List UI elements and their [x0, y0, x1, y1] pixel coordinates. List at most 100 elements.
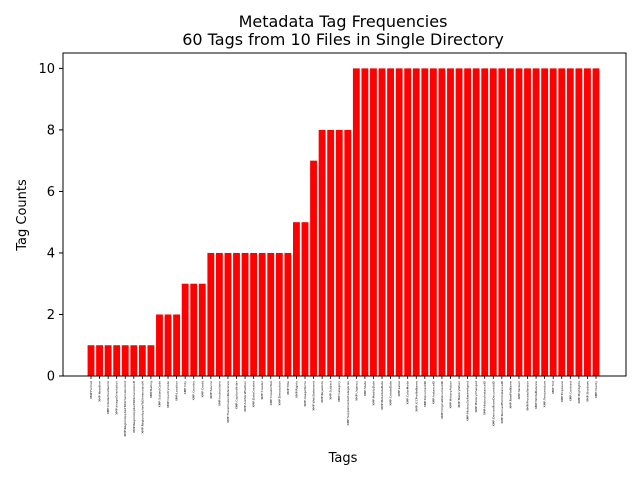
x-tick-label-28: XMP:Subject [329, 380, 333, 400]
bar-26 [310, 160, 317, 376]
bar-22 [275, 252, 283, 376]
x-tick-label-10: XMP:Location [175, 381, 179, 401]
x-tick-label-34: XMP:MetadataDate [380, 381, 384, 410]
bar-19 [250, 252, 258, 376]
bar-46 [481, 68, 489, 376]
x-tick-label-5: XMP:RegionAppliedToDimensionsH [132, 381, 136, 433]
x-tick-label-35: XMP:CreateDate [389, 381, 393, 406]
bar-50 [515, 68, 523, 376]
bar-8 [156, 314, 163, 376]
bar-5 [130, 345, 138, 376]
bar-59 [592, 68, 600, 376]
bar-9 [164, 314, 172, 376]
bar-13 [198, 283, 206, 376]
x-tick-label-57: XMP:Highlights [577, 381, 581, 404]
x-tick-label-50: XMP:Version [517, 381, 521, 400]
x-tick-label-43: XMP:HistoryWhen [457, 381, 461, 408]
x-tick-label-37: XMP:ColorMode [406, 381, 410, 405]
bar-35 [387, 68, 394, 376]
x-tick-label-26: XMP:WebStatement [312, 380, 316, 411]
bar-1 [96, 345, 103, 376]
x-tick-label-4: XMP:RegionAppliedToDimensionsUnit [123, 380, 127, 437]
x-tick-label-15: XMP:Instructions [217, 381, 221, 407]
bar-17 [233, 252, 240, 376]
bar-7 [147, 345, 155, 376]
x-tick-label-51: XMP:ProcessVersion [526, 381, 530, 411]
x-tick-label-27: XMP:Keywords [320, 381, 324, 403]
x-tick-label-36: XMP:Label [397, 381, 401, 397]
x-tick-label-41: XMP:OriginalDocumentID [440, 380, 444, 419]
x-tick-label-55: XMP:Exposure [560, 381, 564, 403]
x-tick-label-20: XMP:Creator [260, 380, 264, 399]
bar-43 [455, 68, 463, 376]
x-tick-label-49: XMP:RawFileName [508, 381, 512, 409]
bar-31 [352, 68, 360, 376]
bar-11 [181, 283, 189, 376]
x-tick-label-38: XMP:ICCProfileName [414, 381, 418, 412]
bar-53 [541, 68, 549, 376]
bar-52 [532, 68, 540, 376]
x-tick-label-0: XMP:Format [89, 380, 93, 399]
x-tick-label-45: XMP:HistoryChanged [474, 381, 478, 413]
x-tick-label-44: XMP:HistorySoftwareAgent [466, 380, 470, 421]
y-tick-label-0: 0 [47, 370, 55, 385]
bar-37 [404, 68, 412, 376]
bar-33 [370, 68, 377, 376]
bar-27 [318, 129, 326, 376]
x-tick-label-54: XMP:Tint [551, 380, 555, 394]
bar-38 [412, 68, 420, 376]
bar-6 [138, 345, 146, 376]
y-tick-label-3: 6 [47, 185, 55, 200]
bar-4 [121, 345, 129, 376]
bar-20 [258, 252, 266, 376]
x-tick-label-29: XMP:Category [337, 381, 341, 402]
x-tick-label-42: XMP:HistoryAction [448, 381, 452, 409]
x-tick-label-31: XMP:Urgency [354, 381, 358, 401]
x-tick-label-30: XMP:SupplementalCategories [346, 381, 350, 426]
bar-41 [438, 68, 446, 376]
x-tick-label-22: XMP:Description [277, 381, 281, 406]
x-tick-label-56: XMP:Contrast [568, 380, 572, 401]
x-tick-label-21: XMP:CreatorTool [269, 381, 273, 406]
y-tick-label-1: 2 [47, 308, 55, 323]
y-tick-label-5: 10 [38, 62, 55, 77]
x-tick-label-7: XMP:Rating [149, 381, 153, 398]
bar-56 [566, 68, 574, 376]
bar-0 [87, 345, 95, 376]
x-tick-label-47: XMP:DerivedFromDocumentID [491, 380, 495, 426]
bar-32 [361, 68, 369, 376]
bar-48 [498, 68, 506, 376]
bar-2 [104, 345, 112, 376]
bar-16 [224, 252, 232, 376]
bar-25 [301, 222, 309, 376]
chart-subtitle: 60 Tags from 10 Files in Single Director… [182, 30, 504, 49]
bar-12 [190, 283, 198, 376]
x-tick-label-53: XMP:Temperature [543, 381, 547, 408]
x-tick-label-9: XMP:CountryCode [166, 381, 170, 408]
x-tick-label-32: XMP:State [363, 381, 367, 397]
bar-47 [489, 68, 497, 376]
x-tick-label-39: XMP:DocumentID [423, 380, 427, 407]
bar-54 [549, 68, 557, 376]
y-axis: 0 2 4 6 8 10 [38, 62, 63, 385]
x-tick-label-48: XMP:DerivedFromInstanceID [500, 380, 504, 423]
bar-40 [429, 68, 437, 376]
y-tick-label-4: 8 [47, 123, 55, 138]
x-tick-label-3: XMP:ImageOrientation [115, 381, 119, 415]
bar-39 [421, 68, 429, 376]
x-tick-label-2: XMP:IntellectualGenre [106, 381, 110, 414]
bar-3 [113, 345, 121, 376]
bar-18 [241, 252, 249, 376]
bar-49 [506, 68, 514, 376]
x-tick-label-23: XMP:Title [286, 381, 290, 395]
bar-34 [378, 68, 386, 376]
x-tick-label-11: XMP:City [183, 381, 187, 395]
x-tick-label-33: XMP:ModifyDate [371, 381, 375, 406]
y-axis-label: Tag Counts [15, 179, 30, 252]
bar-10 [173, 314, 181, 376]
bar-36 [395, 68, 403, 376]
bar-45 [472, 68, 480, 376]
x-tick-label-13: XMP:Credit [200, 380, 204, 397]
bar-30 [344, 129, 352, 376]
